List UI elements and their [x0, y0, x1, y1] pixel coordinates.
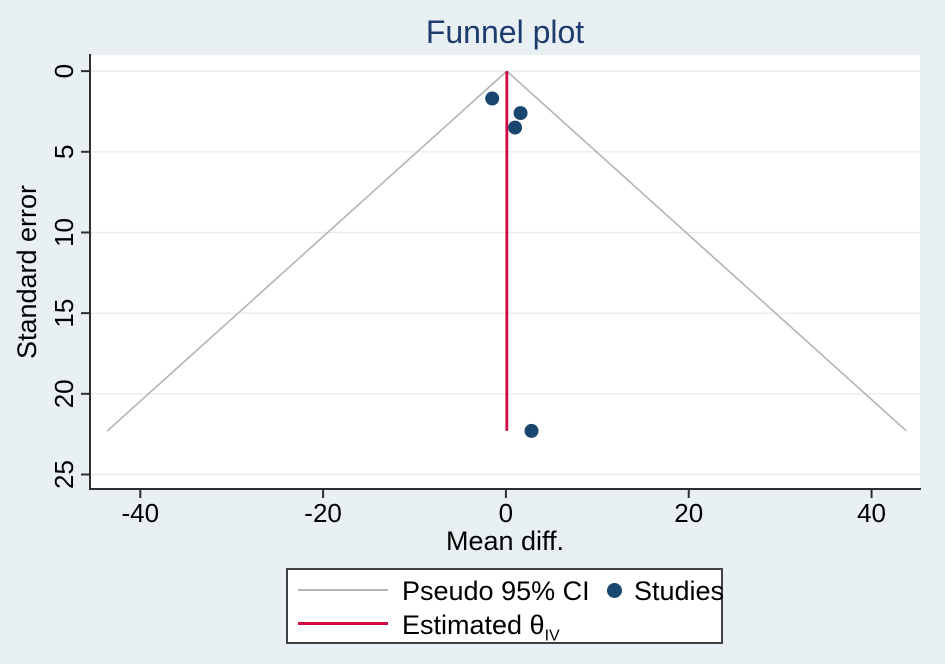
x-tick-label--20: -20: [304, 498, 342, 528]
y-tick-label-5: 5: [49, 145, 79, 159]
y-tick-label-20: 20: [49, 379, 79, 408]
plot-area: -40 -20 0 20 40 0 5 10 15 20 25: [49, 54, 921, 528]
plot-background: [90, 55, 920, 489]
legend-label-estimated-subscript: IV: [544, 627, 560, 645]
x-tick-label-20: 20: [674, 498, 703, 528]
y-tick-label-0: 0: [49, 64, 79, 78]
funnel-line-right: [506, 70, 907, 432]
chart-title: Funnel plot: [425, 14, 585, 50]
legend-label-estimated-text: Estimated θ: [402, 610, 545, 640]
legend-label-estimated: Estimated θIV: [402, 610, 560, 645]
legend-label-pseudo-ci: Pseudo 95% CI: [402, 576, 590, 606]
x-tick-label-40: 40: [857, 498, 886, 528]
study-point-4: [524, 423, 539, 438]
x-axis-label: Mean diff.: [445, 526, 565, 556]
legend: Pseudo 95% CI Studies Estimated θIV: [286, 568, 725, 645]
legend-label-studies: Studies: [634, 576, 725, 606]
study-point-1: [485, 91, 500, 106]
studies-marker-swatch: [607, 583, 622, 598]
pseudo-ci-line-swatch: [298, 589, 388, 591]
study-point-3: [508, 120, 523, 135]
y-tick-label-15: 15: [49, 299, 79, 328]
estimate-line-swatch: [298, 622, 388, 625]
study-point-2: [513, 106, 528, 121]
x-tick-label--40: -40: [121, 498, 159, 528]
funnel-plot-canvas: -40 -20 0 20 40 0 5 10 15 20 25: [49, 54, 921, 528]
x-tick-label-0: 0: [499, 498, 513, 528]
funnel-line-left: [106, 70, 508, 432]
y-tick-label-25: 25: [49, 460, 79, 489]
y-tick-label-10: 10: [49, 218, 79, 247]
